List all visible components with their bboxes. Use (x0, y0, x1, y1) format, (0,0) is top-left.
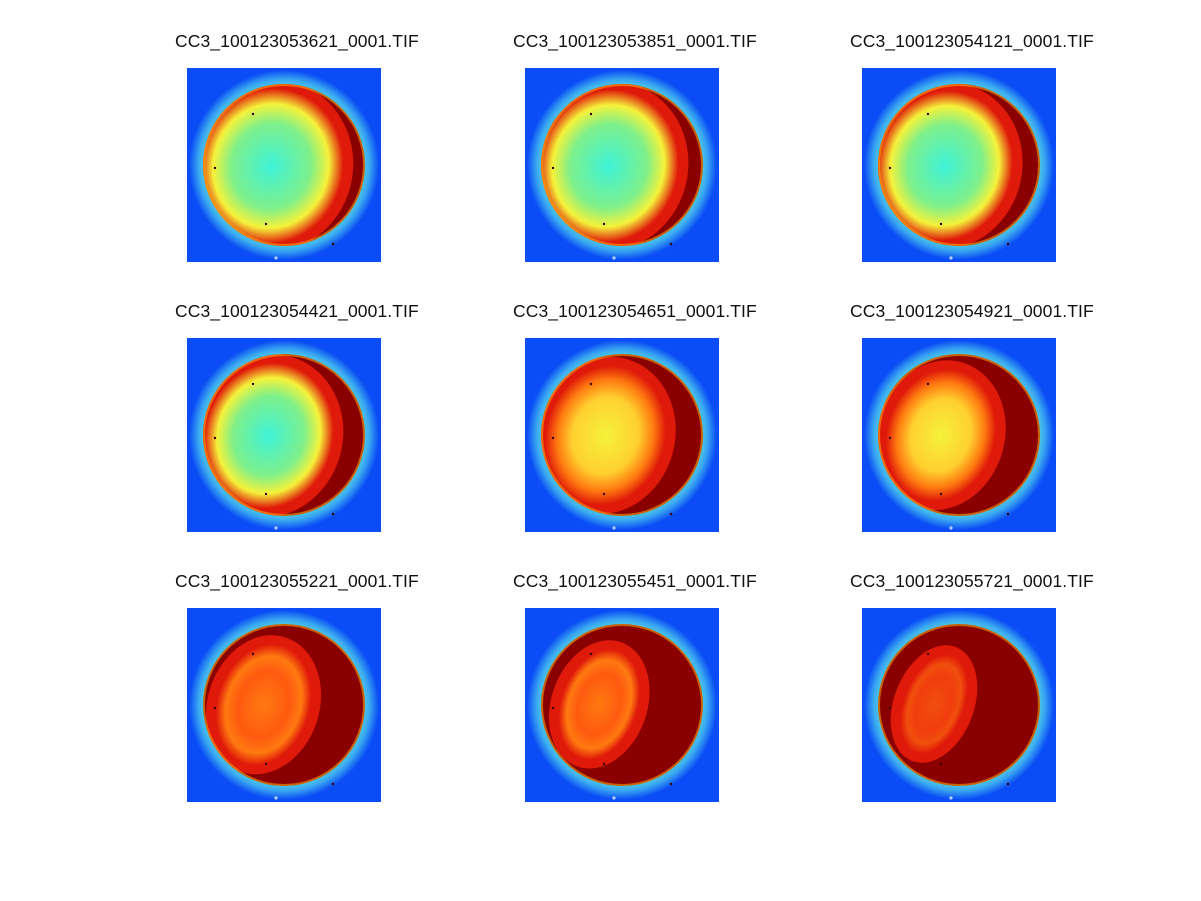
artifact-dot (264, 492, 268, 496)
artifact-dot (551, 166, 555, 170)
artifact-dot (551, 706, 555, 710)
artifact-dot (939, 222, 943, 226)
image-panel: CC3_100123054421_0001.TIF (175, 298, 419, 532)
artifact-dot (551, 436, 555, 440)
sky-image (187, 338, 381, 532)
bottom-marker (949, 256, 953, 260)
artifact-dot (251, 382, 255, 386)
sky-image (862, 338, 1056, 532)
bright-sky-region (885, 369, 996, 501)
disc-edge (541, 84, 703, 246)
disc-edge (203, 624, 365, 786)
artifact-dot (939, 762, 943, 766)
image-panel: CC3_100123053851_0001.TIF (513, 28, 757, 262)
image-panel: CC3_100123054921_0001.TIF (850, 298, 1094, 532)
bottom-marker (612, 256, 616, 260)
bottom-marker (274, 256, 278, 260)
artifact-dot (251, 652, 255, 656)
artifact-dot (602, 762, 606, 766)
disc-edge (203, 354, 365, 516)
bottom-marker (949, 526, 953, 530)
bright-sky-region (203, 88, 344, 244)
bottom-marker (949, 796, 953, 800)
panel-title: CC3_100123053851_0001.TIF (513, 31, 757, 51)
bottom-marker (612, 796, 616, 800)
artifact-dot (939, 492, 943, 496)
bright-sky-region (558, 649, 640, 760)
bright-sky-region (204, 363, 334, 509)
artifact-dot (888, 436, 892, 440)
image-panel: CC3_100123054651_0001.TIF (513, 298, 757, 532)
panel-title: CC3_100123053621_0001.TIF (175, 31, 419, 51)
disc-edge (878, 84, 1040, 246)
artifact-dot (264, 762, 268, 766)
disc-edge (203, 84, 365, 246)
panel-title: CC3_100123055221_0001.TIF (175, 571, 419, 591)
bottom-marker (612, 526, 616, 530)
disc-edge (878, 354, 1040, 516)
sky-image (862, 608, 1056, 802)
bright-sky-region (900, 654, 968, 754)
artifact-dot (213, 436, 217, 440)
artifact-dot (589, 112, 593, 116)
panel-title: CC3_100123054651_0001.TIF (513, 301, 757, 321)
disc-edge (878, 624, 1040, 786)
sky-image (525, 608, 719, 802)
artifact-dot (926, 382, 930, 386)
image-panel: CC3_100123053621_0001.TIF (175, 28, 419, 262)
panel-title: CC3_100123054921_0001.TIF (850, 301, 1094, 321)
disc-edge (541, 624, 703, 786)
artifact-dot (264, 222, 268, 226)
artifact-dot (331, 242, 335, 246)
bright-sky-region (878, 91, 1013, 241)
artifact-dot (926, 112, 930, 116)
sky-image (187, 68, 381, 262)
artifact-dot (331, 782, 335, 786)
sky-image (187, 608, 381, 802)
artifact-dot (669, 512, 673, 516)
image-panel: CC3_100123055451_0001.TIF (513, 568, 757, 802)
artifact-dot (331, 512, 335, 516)
bright-sky-region (215, 644, 312, 766)
artifact-dot (669, 242, 673, 246)
artifact-dot (589, 652, 593, 656)
artifact-dot (1006, 782, 1010, 786)
sky-image (525, 338, 719, 532)
artifact-dot (888, 166, 892, 170)
image-panel: CC3_100123054121_0001.TIF (850, 28, 1094, 262)
bright-sky-region (545, 365, 666, 505)
panel-title: CC3_100123054121_0001.TIF (850, 31, 1094, 51)
panel-title: CC3_100123055721_0001.TIF (850, 571, 1094, 591)
artifact-dot (213, 166, 217, 170)
sky-image (525, 68, 719, 262)
bright-sky-region (541, 89, 679, 243)
artifact-dot (926, 652, 930, 656)
artifact-dot (602, 222, 606, 226)
bottom-marker (274, 526, 278, 530)
disc-edge (541, 354, 703, 516)
artifact-dot (251, 112, 255, 116)
artifact-dot (602, 492, 606, 496)
panel-title: CC3_100123055451_0001.TIF (513, 571, 757, 591)
artifact-dot (669, 782, 673, 786)
sky-image (862, 68, 1056, 262)
artifact-dot (589, 382, 593, 386)
artifact-dot (1006, 512, 1010, 516)
image-panel: CC3_100123055221_0001.TIF (175, 568, 419, 802)
panel-title: CC3_100123054421_0001.TIF (175, 301, 419, 321)
artifact-dot (888, 706, 892, 710)
artifact-dot (213, 706, 217, 710)
bottom-marker (274, 796, 278, 800)
image-panel: CC3_100123055721_0001.TIF (850, 568, 1094, 802)
artifact-dot (1006, 242, 1010, 246)
